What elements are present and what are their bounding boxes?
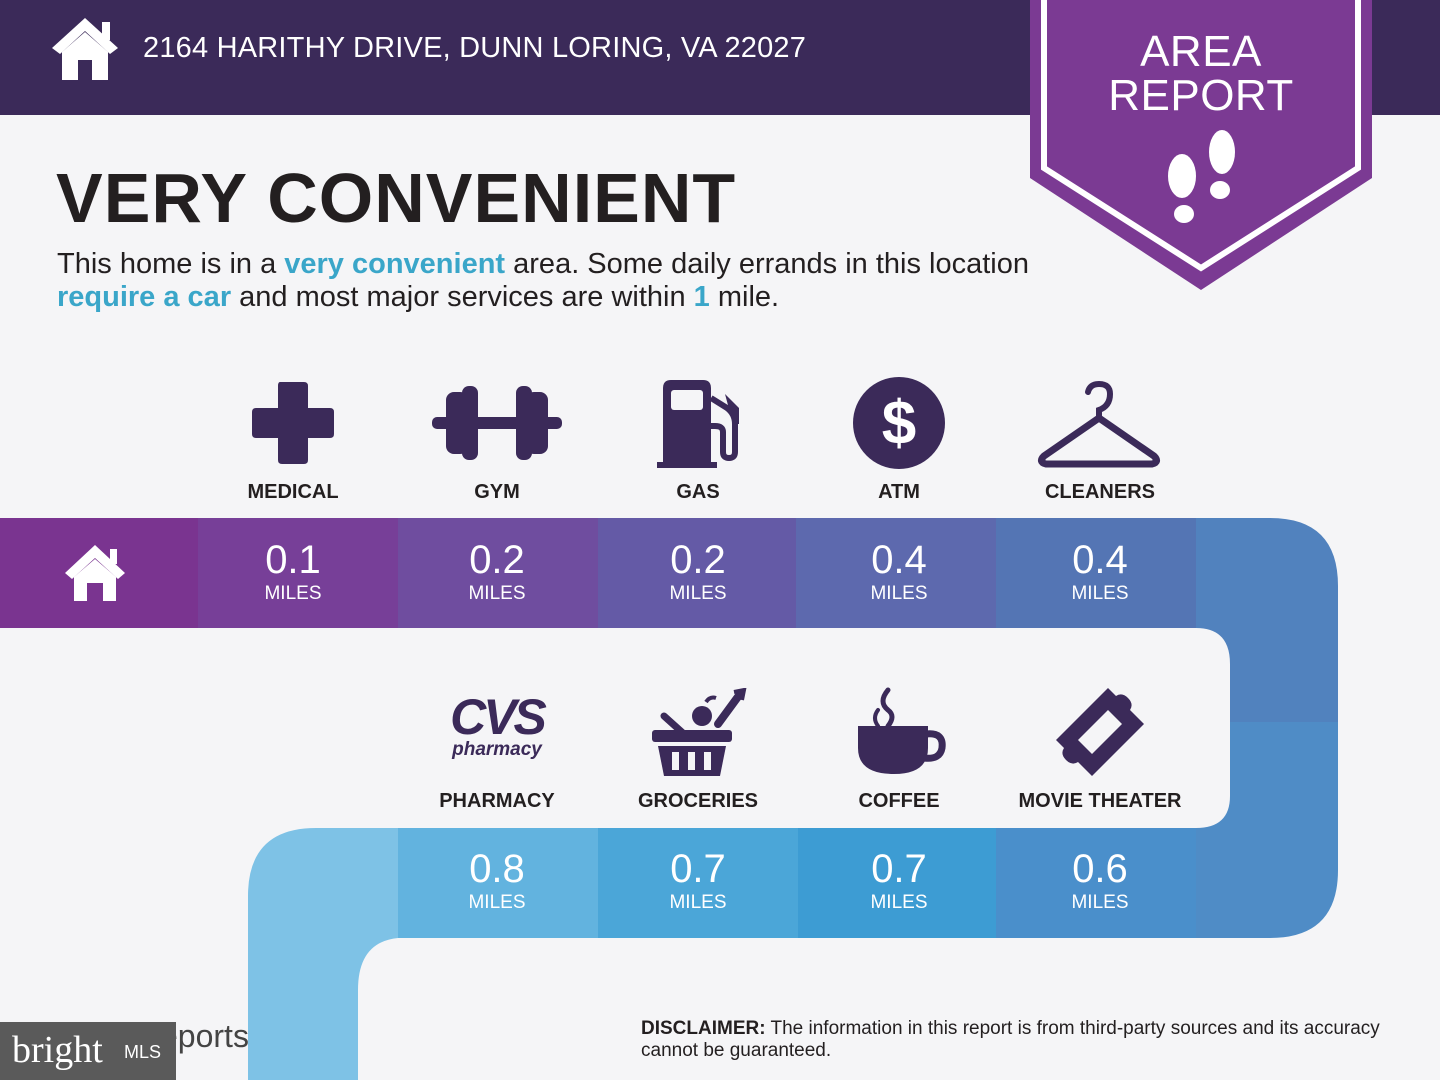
footprints-icon	[1168, 130, 1235, 223]
distance-gym: 0.2 MILES	[468, 538, 526, 604]
category-label-coffee: COFFEE	[858, 790, 940, 812]
category-label-gas: GAS	[676, 481, 720, 503]
road-curve-left	[248, 828, 398, 1080]
movie-ticket-icon	[1056, 688, 1144, 776]
distance-groceries: 0.7 MILES	[669, 847, 727, 913]
svg-text:$: $	[882, 389, 916, 458]
bright-mls-watermark: bright MLS	[0, 1022, 176, 1080]
area-report-badge	[1030, 0, 1372, 290]
cvs-pharmacy-logo: CVS pharmacy	[450, 689, 547, 760]
category-label-movie-theater: MOVIE THEATER	[1018, 790, 1182, 812]
distance-gas: 0.2 MILES	[669, 538, 727, 604]
home-marker-icon	[65, 545, 125, 601]
summary-text: This home is in a very convenient area. …	[57, 248, 1029, 313]
disclaimer-text: DISCLAIMER: The information in this repo…	[641, 1018, 1380, 1061]
distance-pharmacy: 0.8 MILES	[468, 847, 526, 913]
dollar-icon: $	[853, 377, 945, 469]
medical-cross-icon	[252, 382, 334, 464]
gas-pump-icon	[657, 380, 739, 468]
distance-coffee: 0.7 MILES	[870, 847, 928, 913]
badge-title: AREA REPORT	[1108, 27, 1294, 120]
distance-medical: 0.1 MILES	[264, 538, 322, 604]
category-label-groceries: GROCERIES	[637, 790, 759, 812]
home-icon	[52, 18, 118, 80]
page-title: VERY CONVENIENT	[56, 159, 737, 237]
category-label-gym: GYM	[474, 481, 520, 503]
hanger-icon	[1037, 380, 1161, 468]
category-label-medical: MEDICAL	[247, 481, 339, 503]
coffee-cup-icon	[858, 687, 946, 774]
road-curve-right-bottom	[1196, 722, 1338, 938]
category-label-pharmacy: PHARMACY	[439, 790, 555, 812]
distance-atm: 0.4 MILES	[870, 538, 928, 604]
category-label-atm: ATM	[878, 481, 920, 503]
distance-movie-theater: 0.6 MILES	[1071, 847, 1129, 913]
property-address: 2164 HARITHY DRIVE, DUNN LORING, VA 2202…	[143, 32, 807, 64]
grocery-basket-icon	[652, 688, 747, 776]
watermark-mls: MLS	[124, 1042, 162, 1062]
dumbbell-icon	[432, 386, 562, 460]
watermark-bright: bright	[12, 1029, 103, 1071]
road-curve-right-top	[1196, 518, 1338, 722]
distance-cleaners: 0.4 MILES	[1071, 538, 1129, 604]
category-label-cleaners: CLEANERS	[1044, 481, 1155, 503]
